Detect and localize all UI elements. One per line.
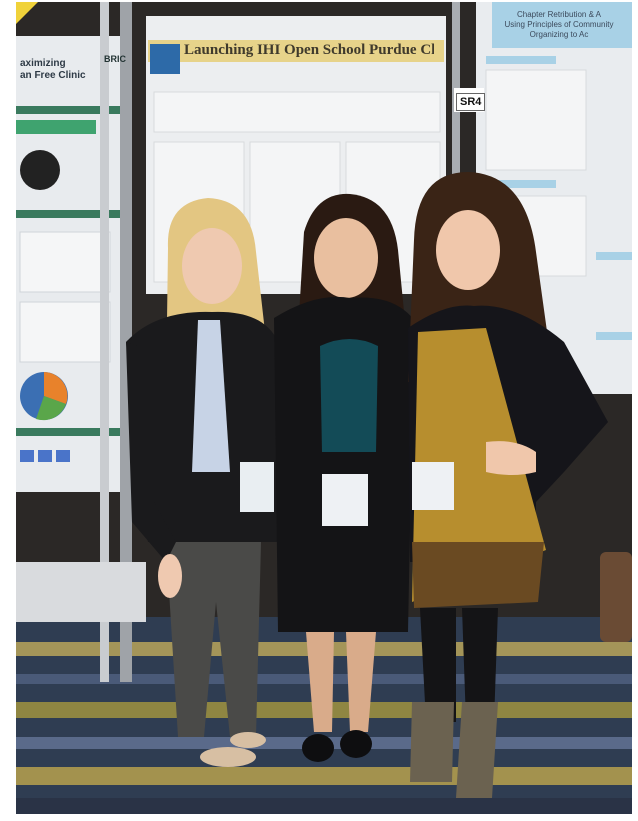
center-poster-title: Launching IHI Open School Purdue Chapter [184,42,434,58]
booth-sign: SR4 [456,93,486,111]
photo: Launching IHI Open School Purdue Chapter… [16,2,632,814]
corner-marker [16,2,38,24]
pole-left [100,2,109,682]
photo-scene [16,2,632,814]
pole-right [452,2,460,332]
chair-right [600,552,632,642]
table-left [16,562,146,622]
left-poster-title: aximizing an Free Clinic [20,58,86,81]
person-right [408,172,608,798]
person-middle [274,193,414,762]
right-poster-header: Chapter Retribution & A Using Principles… [504,10,614,39]
left-poster-brand: BRIC [104,54,126,64]
person-left [126,198,286,767]
